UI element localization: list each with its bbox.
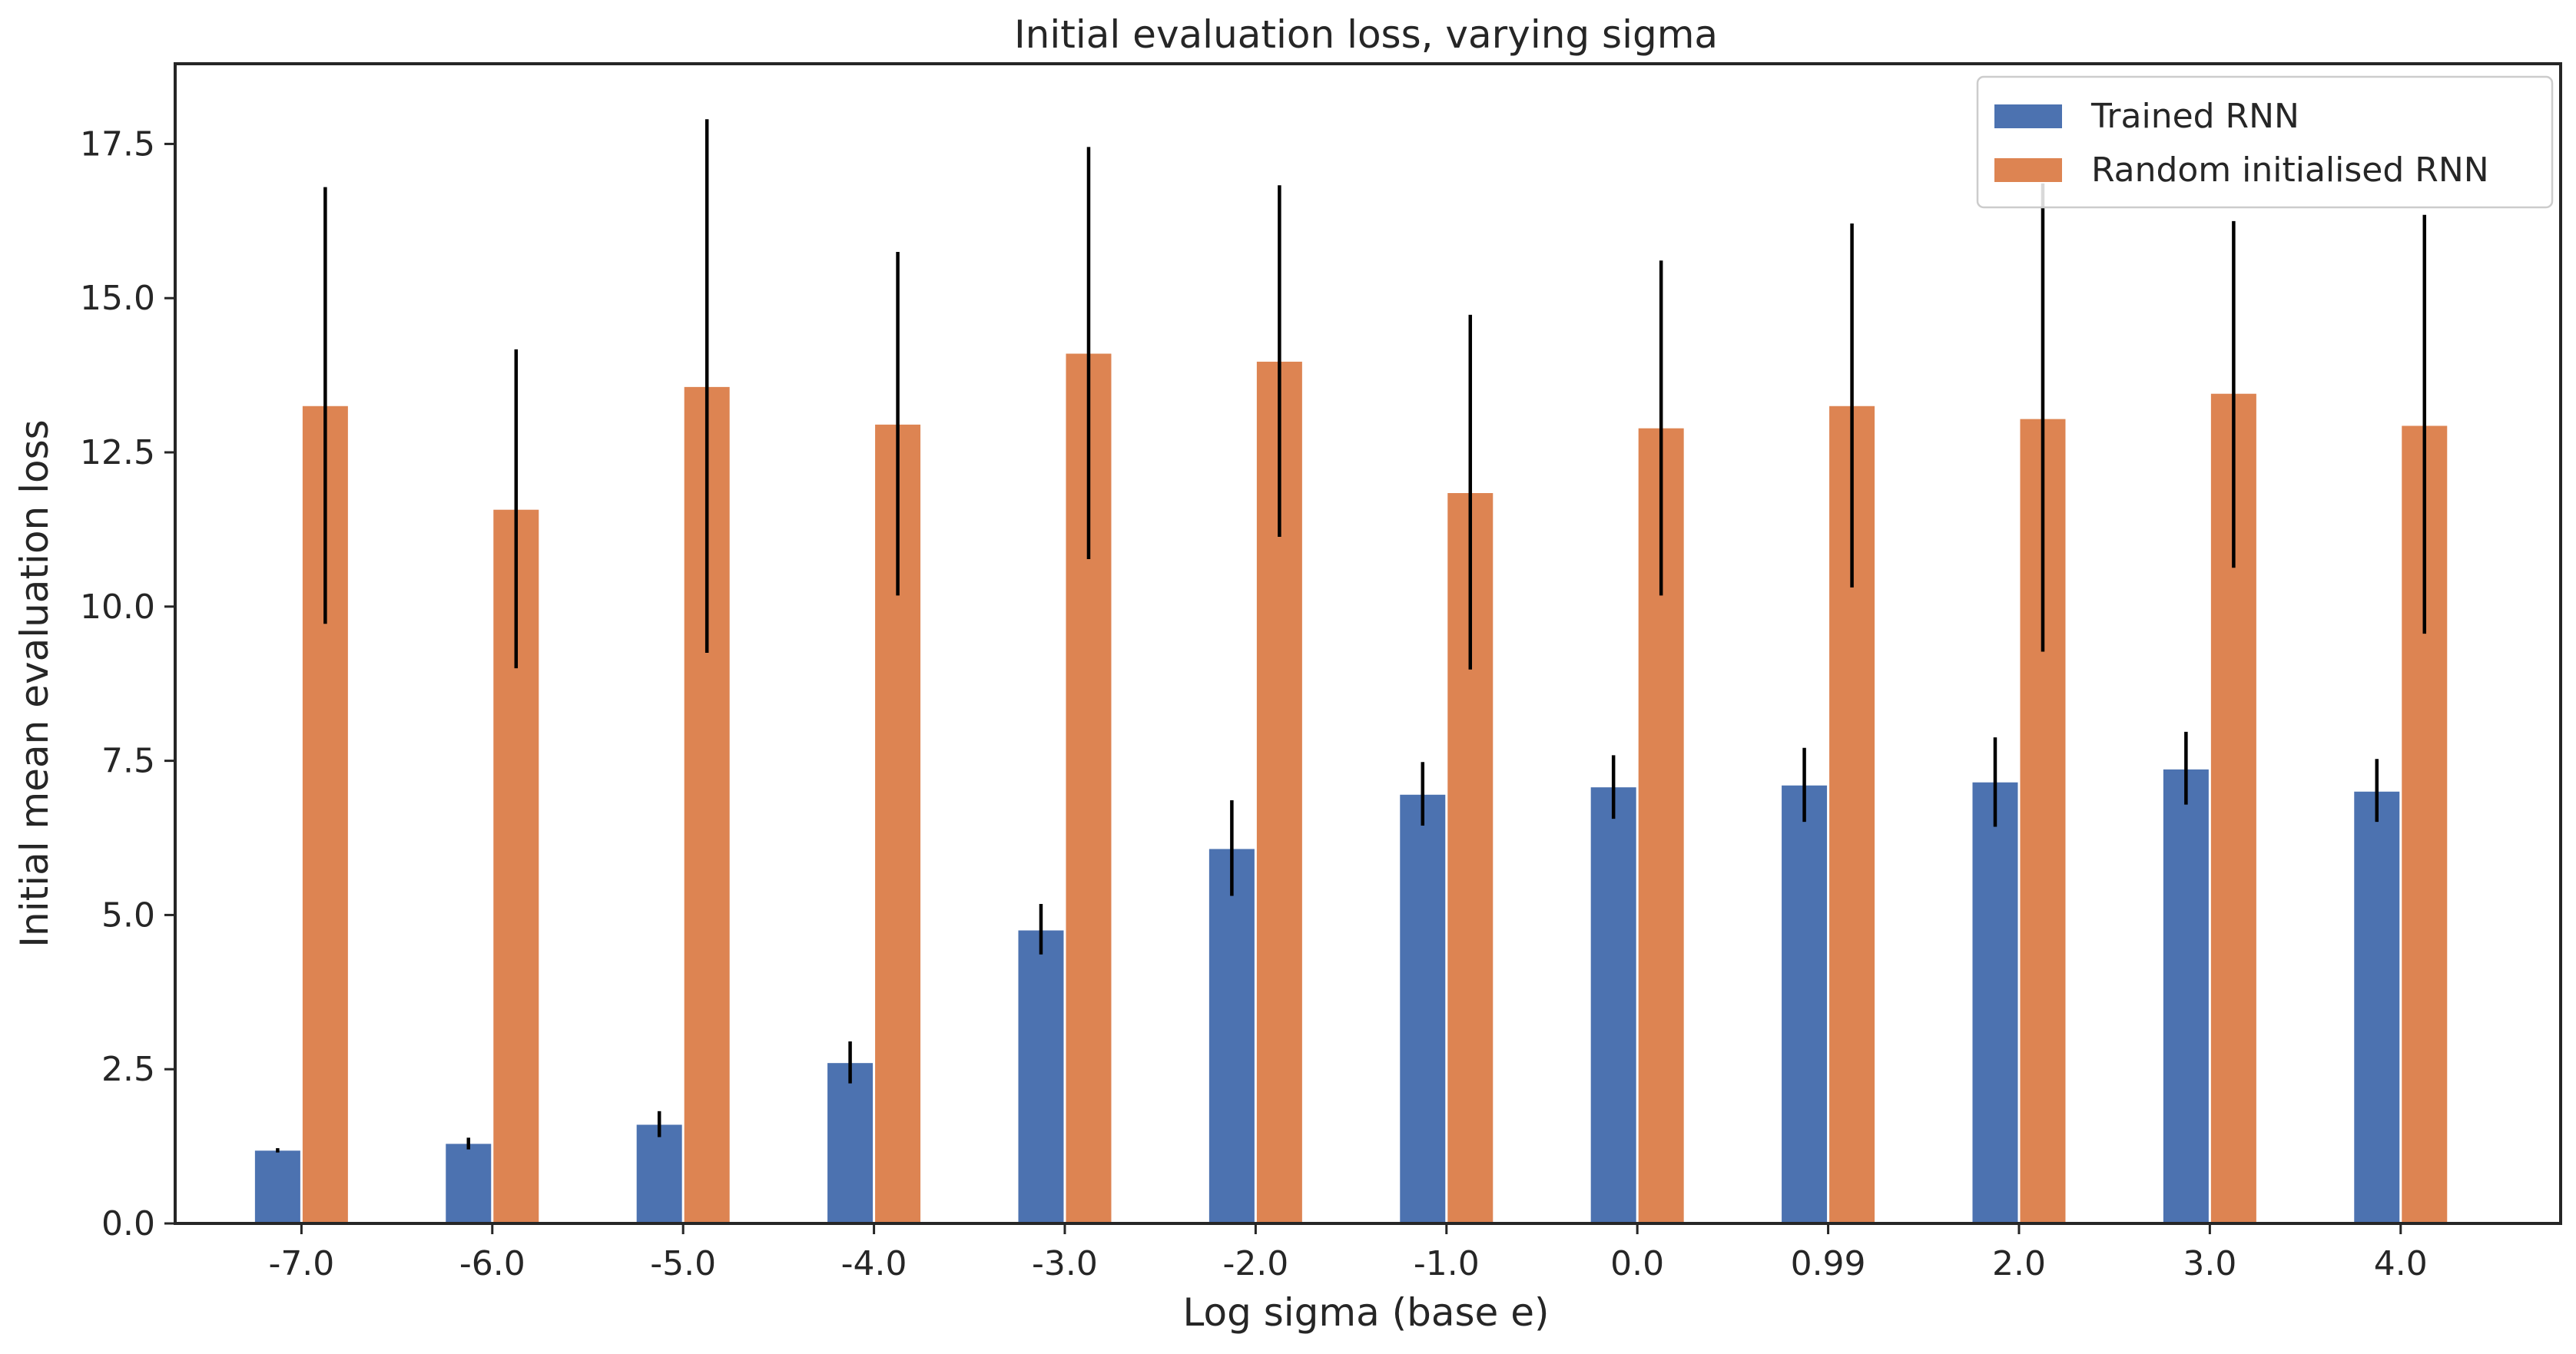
bar-trained-rnn (1018, 930, 1064, 1223)
bar-trained-rnn (446, 1144, 492, 1223)
x-tick-label: -5.0 (650, 1244, 716, 1283)
y-tick-label: 17.5 (80, 124, 155, 164)
y-tick-label: 5.0 (101, 895, 155, 935)
y-tick-label: 10.0 (80, 588, 155, 627)
bar-trained-rnn (2163, 769, 2209, 1223)
legend-label: Random initialised RNN (2091, 151, 2489, 190)
plot-frame (174, 62, 2562, 1225)
bar-trained-rnn (1972, 782, 2018, 1223)
chart-title: Initial evaluation loss, varying sigma (1014, 12, 1718, 57)
x-tick-label: -4.0 (841, 1244, 907, 1283)
x-tick-label: -7.0 (268, 1244, 334, 1283)
plot-area: 0.0 2.5 5.0 7.5 10.0 12.5 15.0 17.5 -7.0 -6.0 -5.0… (80, 119, 2448, 1283)
x-tick-label: 4.0 (2374, 1244, 2428, 1283)
y-axis-label: Initial mean evaluation loss (12, 419, 57, 947)
bar-trained-rnn (254, 1150, 300, 1223)
x-tick-label: 0.0 (1610, 1244, 1664, 1283)
x-tick-label: 3.0 (2183, 1244, 2236, 1283)
bar-trained-rnn (827, 1063, 874, 1223)
x-tick-label: -3.0 (1032, 1244, 1098, 1283)
bar-trained-rnn (1782, 785, 1828, 1223)
legend-swatch (1994, 104, 2062, 128)
x-tick-label: -1.0 (1414, 1244, 1480, 1283)
x-tick-label: -6.0 (459, 1244, 525, 1283)
x-tick-label: 0.99 (1791, 1244, 1866, 1283)
y-tick-label: 7.5 (101, 742, 155, 781)
x-tick-label: 2.0 (1992, 1244, 2046, 1283)
legend-box (1976, 75, 2554, 209)
legend: Trained RNN Random initialised RNN (1976, 75, 2554, 209)
y-tick-label: 15.0 (80, 279, 155, 318)
bar-trained-rnn (1400, 794, 1446, 1223)
y-tick-label: 0.0 (101, 1204, 155, 1243)
bar-trained-rnn (1590, 787, 1636, 1223)
bar-trained-rnn (636, 1124, 682, 1223)
legend-label: Trained RNN (2090, 97, 2299, 136)
y-tick-label: 2.5 (101, 1050, 155, 1089)
legend-swatch (1994, 158, 2062, 182)
x-tick-label: -2.0 (1222, 1244, 1288, 1283)
x-axis-label: Log sigma (base e) (1183, 1290, 1550, 1335)
bar-trained-rnn (1208, 849, 1255, 1223)
y-tick-label: 12.5 (80, 433, 155, 472)
bar-trained-rnn (2354, 791, 2400, 1223)
